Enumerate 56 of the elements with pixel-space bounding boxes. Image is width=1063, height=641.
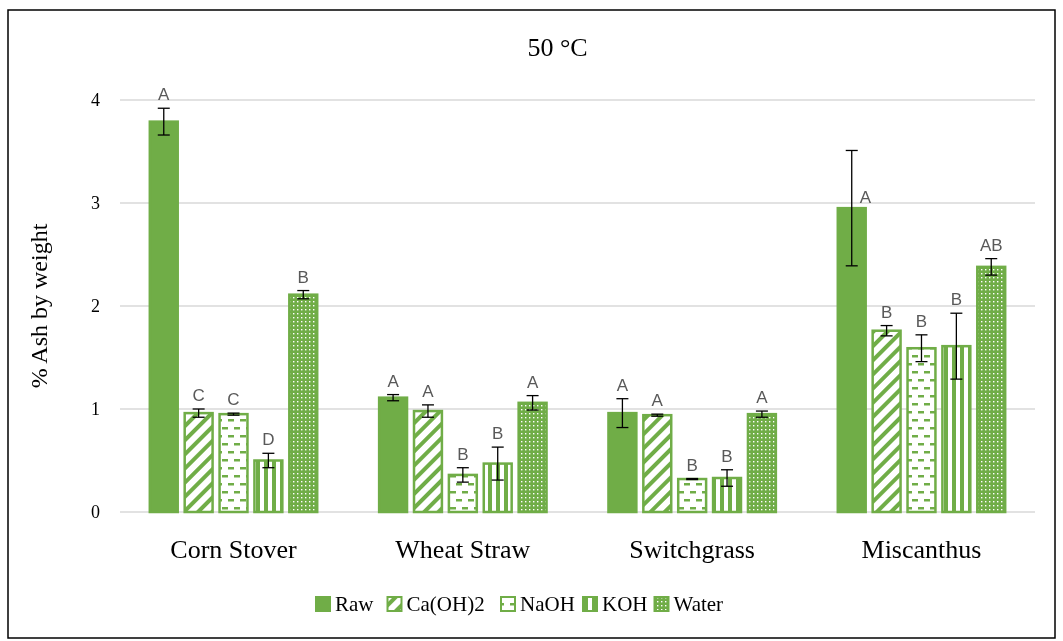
data-label: B <box>721 446 733 466</box>
x-tick-label: Wheat Straw <box>395 535 531 564</box>
legend-label: KOH <box>602 592 648 616</box>
data-label: AB <box>979 235 1003 255</box>
data-label: B <box>492 424 504 444</box>
data-label: A <box>756 388 769 408</box>
legend-label: NaOH <box>520 592 575 616</box>
data-label: A <box>859 188 872 208</box>
bar <box>183 411 214 514</box>
y-tick-label: 1 <box>91 399 100 420</box>
legend-label: Water <box>673 592 724 616</box>
bar <box>482 462 513 514</box>
y-tick-label: 4 <box>91 90 100 111</box>
legend-label: Raw <box>335 592 375 616</box>
bar <box>642 413 673 514</box>
data-label: A <box>158 85 171 105</box>
data-label: A <box>526 372 539 392</box>
bar <box>976 265 1007 514</box>
y-axis-title: % Ash by weight <box>26 223 52 389</box>
bar <box>288 293 319 514</box>
bar <box>218 412 249 514</box>
x-tick-label: Miscanthus <box>861 535 982 564</box>
x-tick-label: Switchgrass <box>629 535 755 564</box>
y-tick-label: 0 <box>91 502 100 523</box>
y-tick-label: 2 <box>91 296 100 317</box>
chart-title: 50 °C <box>527 33 588 62</box>
y-tick-label: 3 <box>91 193 100 214</box>
data-label: A <box>651 391 664 411</box>
data-label: A <box>422 381 435 401</box>
bar <box>836 206 867 514</box>
legend-label: Ca(OH)2 <box>406 592 485 616</box>
x-tick-label: Corn Stover <box>170 535 298 564</box>
bar <box>412 409 444 514</box>
bar <box>447 473 479 514</box>
bar <box>148 120 179 514</box>
data-label: D <box>262 430 275 450</box>
data-label: C <box>192 386 205 405</box>
bar <box>676 477 708 514</box>
bar <box>941 344 972 514</box>
data-label: A <box>616 375 629 395</box>
bar <box>746 412 778 514</box>
bar <box>253 459 284 514</box>
data-label: B <box>950 290 963 310</box>
data-label: B <box>686 455 698 475</box>
data-label: B <box>457 444 469 464</box>
bar <box>871 329 902 514</box>
data-label: B <box>880 302 893 322</box>
data-label: C <box>227 390 240 410</box>
bar <box>517 401 548 514</box>
bar <box>607 411 638 514</box>
bar <box>711 476 743 514</box>
data-label: A <box>387 371 400 391</box>
data-label: B <box>297 267 309 287</box>
bar <box>906 346 937 514</box>
bar <box>377 396 409 514</box>
data-label: B <box>915 311 928 331</box>
